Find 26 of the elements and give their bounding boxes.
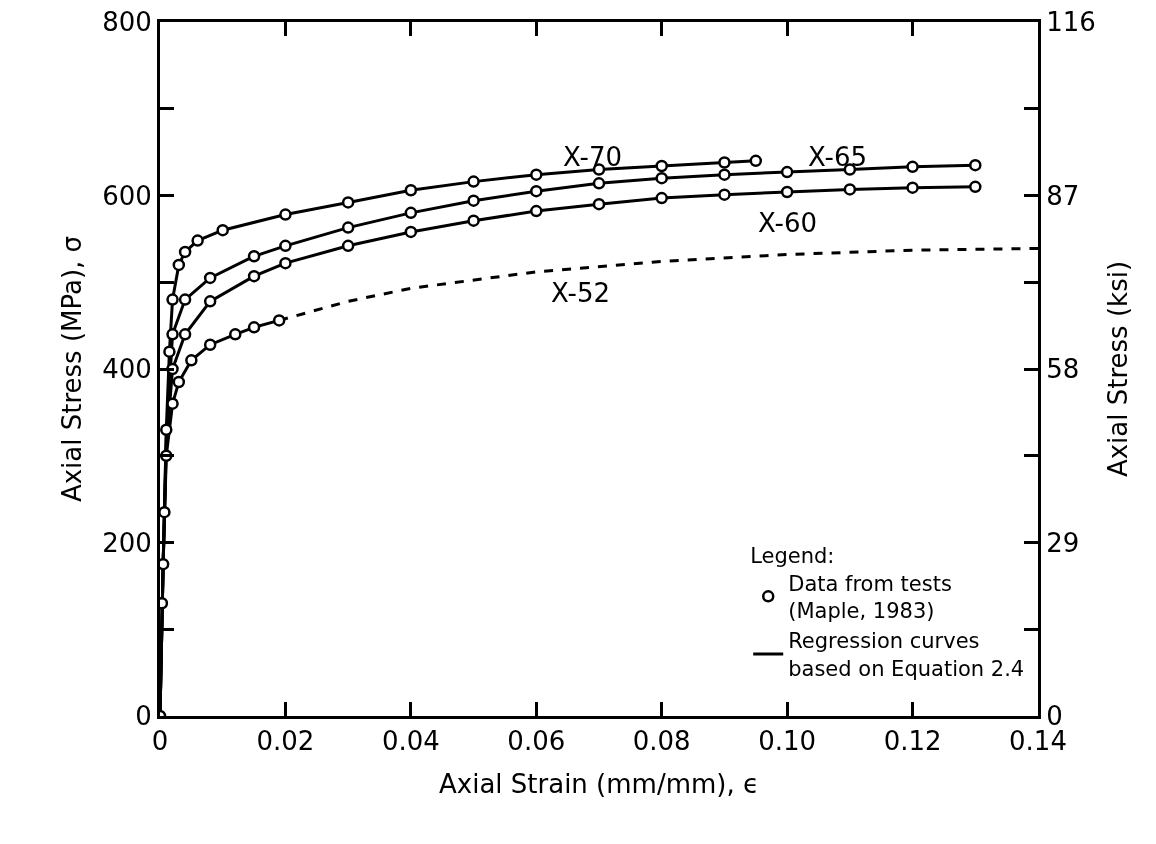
y2-tick-label: 87 <box>1046 180 1080 211</box>
x-axis-title: Axial Strain (mm/mm), ϵ <box>439 768 759 799</box>
y2-axis-title: Axial Stress (ksi) <box>1102 260 1133 478</box>
legend-label: Regression curves based on Equation 2.4 <box>788 629 1025 681</box>
y-tick-label: 400 <box>102 354 152 385</box>
x-tick-label: 0.04 <box>381 726 440 757</box>
y-axis-title: Axial Stress (MPa), σ <box>56 235 87 503</box>
annotation: X-70 <box>563 142 622 172</box>
y-tick-label: 0 <box>135 701 152 732</box>
y2-tick-label: 58 <box>1046 354 1080 385</box>
legend-label: Data from tests (Maple, 1983) <box>788 571 952 624</box>
x-tick-label: 0.12 <box>883 726 942 757</box>
y-tick-label: 200 <box>102 527 152 558</box>
y-tick-label: 600 <box>102 180 152 211</box>
y2-tick-label: 29 <box>1046 527 1080 558</box>
y2-tick-label: 116 <box>1046 7 1096 38</box>
legend-title: Legend: <box>750 543 835 568</box>
annotation: X-60 <box>758 208 817 238</box>
x-tick-label: 0.06 <box>507 726 566 757</box>
x-tick-label: 0.02 <box>256 726 315 757</box>
x-tick-label: 0.08 <box>632 726 691 757</box>
annotation: X-52 <box>551 278 610 308</box>
annotation: X-65 <box>808 142 867 172</box>
x-tick-label: 0.10 <box>758 726 817 757</box>
y-tick-label: 800 <box>102 7 152 38</box>
x-tick-label: 0.14 <box>1009 726 1067 757</box>
